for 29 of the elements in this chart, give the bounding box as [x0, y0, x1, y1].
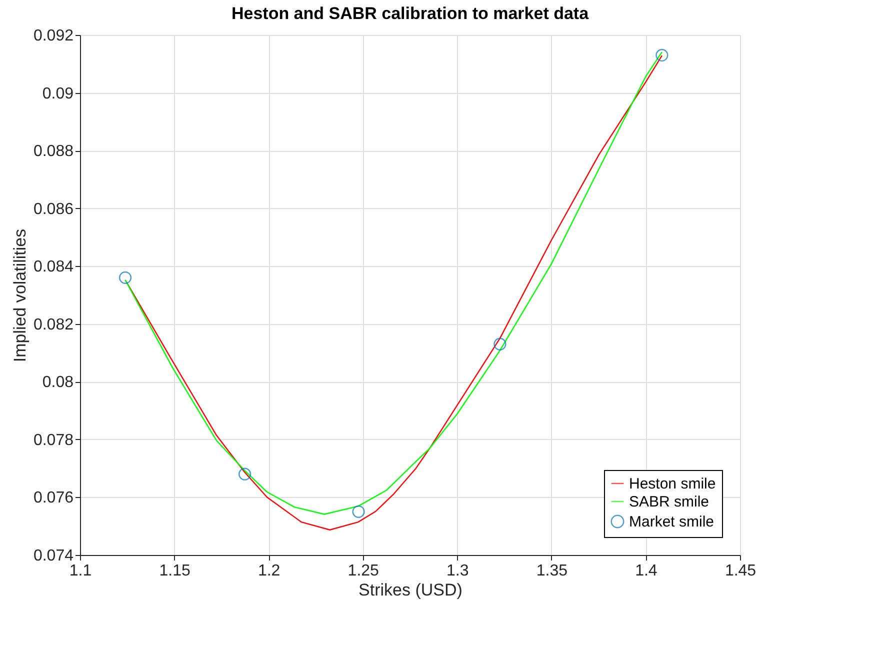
y-tick-label: 0.092 — [33, 28, 74, 44]
legend-label: Market smile — [629, 514, 714, 530]
chart-title: Heston and SABR calibration to market data — [231, 4, 590, 23]
y-tick-label: 0.09 — [42, 85, 74, 102]
x-tick-label: 1.3 — [446, 562, 469, 580]
y-tick-label: 0.074 — [33, 548, 74, 564]
y-tick-label: 0.078 — [33, 432, 74, 449]
y-tick-label: 0.088 — [33, 143, 74, 160]
x-tick-label: 1.25 — [348, 562, 380, 580]
point — [494, 338, 506, 350]
x-tick-label: 1.2 — [258, 562, 280, 580]
y-axis-title: Implied volatilities — [10, 228, 30, 362]
y-tick-label: 0.084 — [33, 258, 74, 276]
x-tick-label: 1.15 — [159, 562, 190, 580]
legend-label: SABR smile — [629, 494, 710, 510]
y-tick-label: 0.076 — [33, 490, 74, 507]
x-tick-label: 1.45 — [724, 562, 756, 580]
x-tick-label: 1.35 — [536, 562, 568, 580]
point — [238, 468, 252, 480]
point — [656, 48, 668, 62]
y-tick-label: 0.08 — [42, 374, 74, 392]
y-tick-label: 0.082 — [33, 316, 74, 334]
x-tick-label: 1.1 — [69, 562, 92, 580]
legend-label: Heston smile — [629, 476, 716, 492]
y-tick-label: 0.086 — [33, 200, 74, 218]
point — [118, 271, 132, 284]
point — [352, 505, 365, 518]
x-axis-title: Strikes (USD) — [358, 580, 462, 600]
x-tick-label: 1.4 — [635, 562, 658, 580]
